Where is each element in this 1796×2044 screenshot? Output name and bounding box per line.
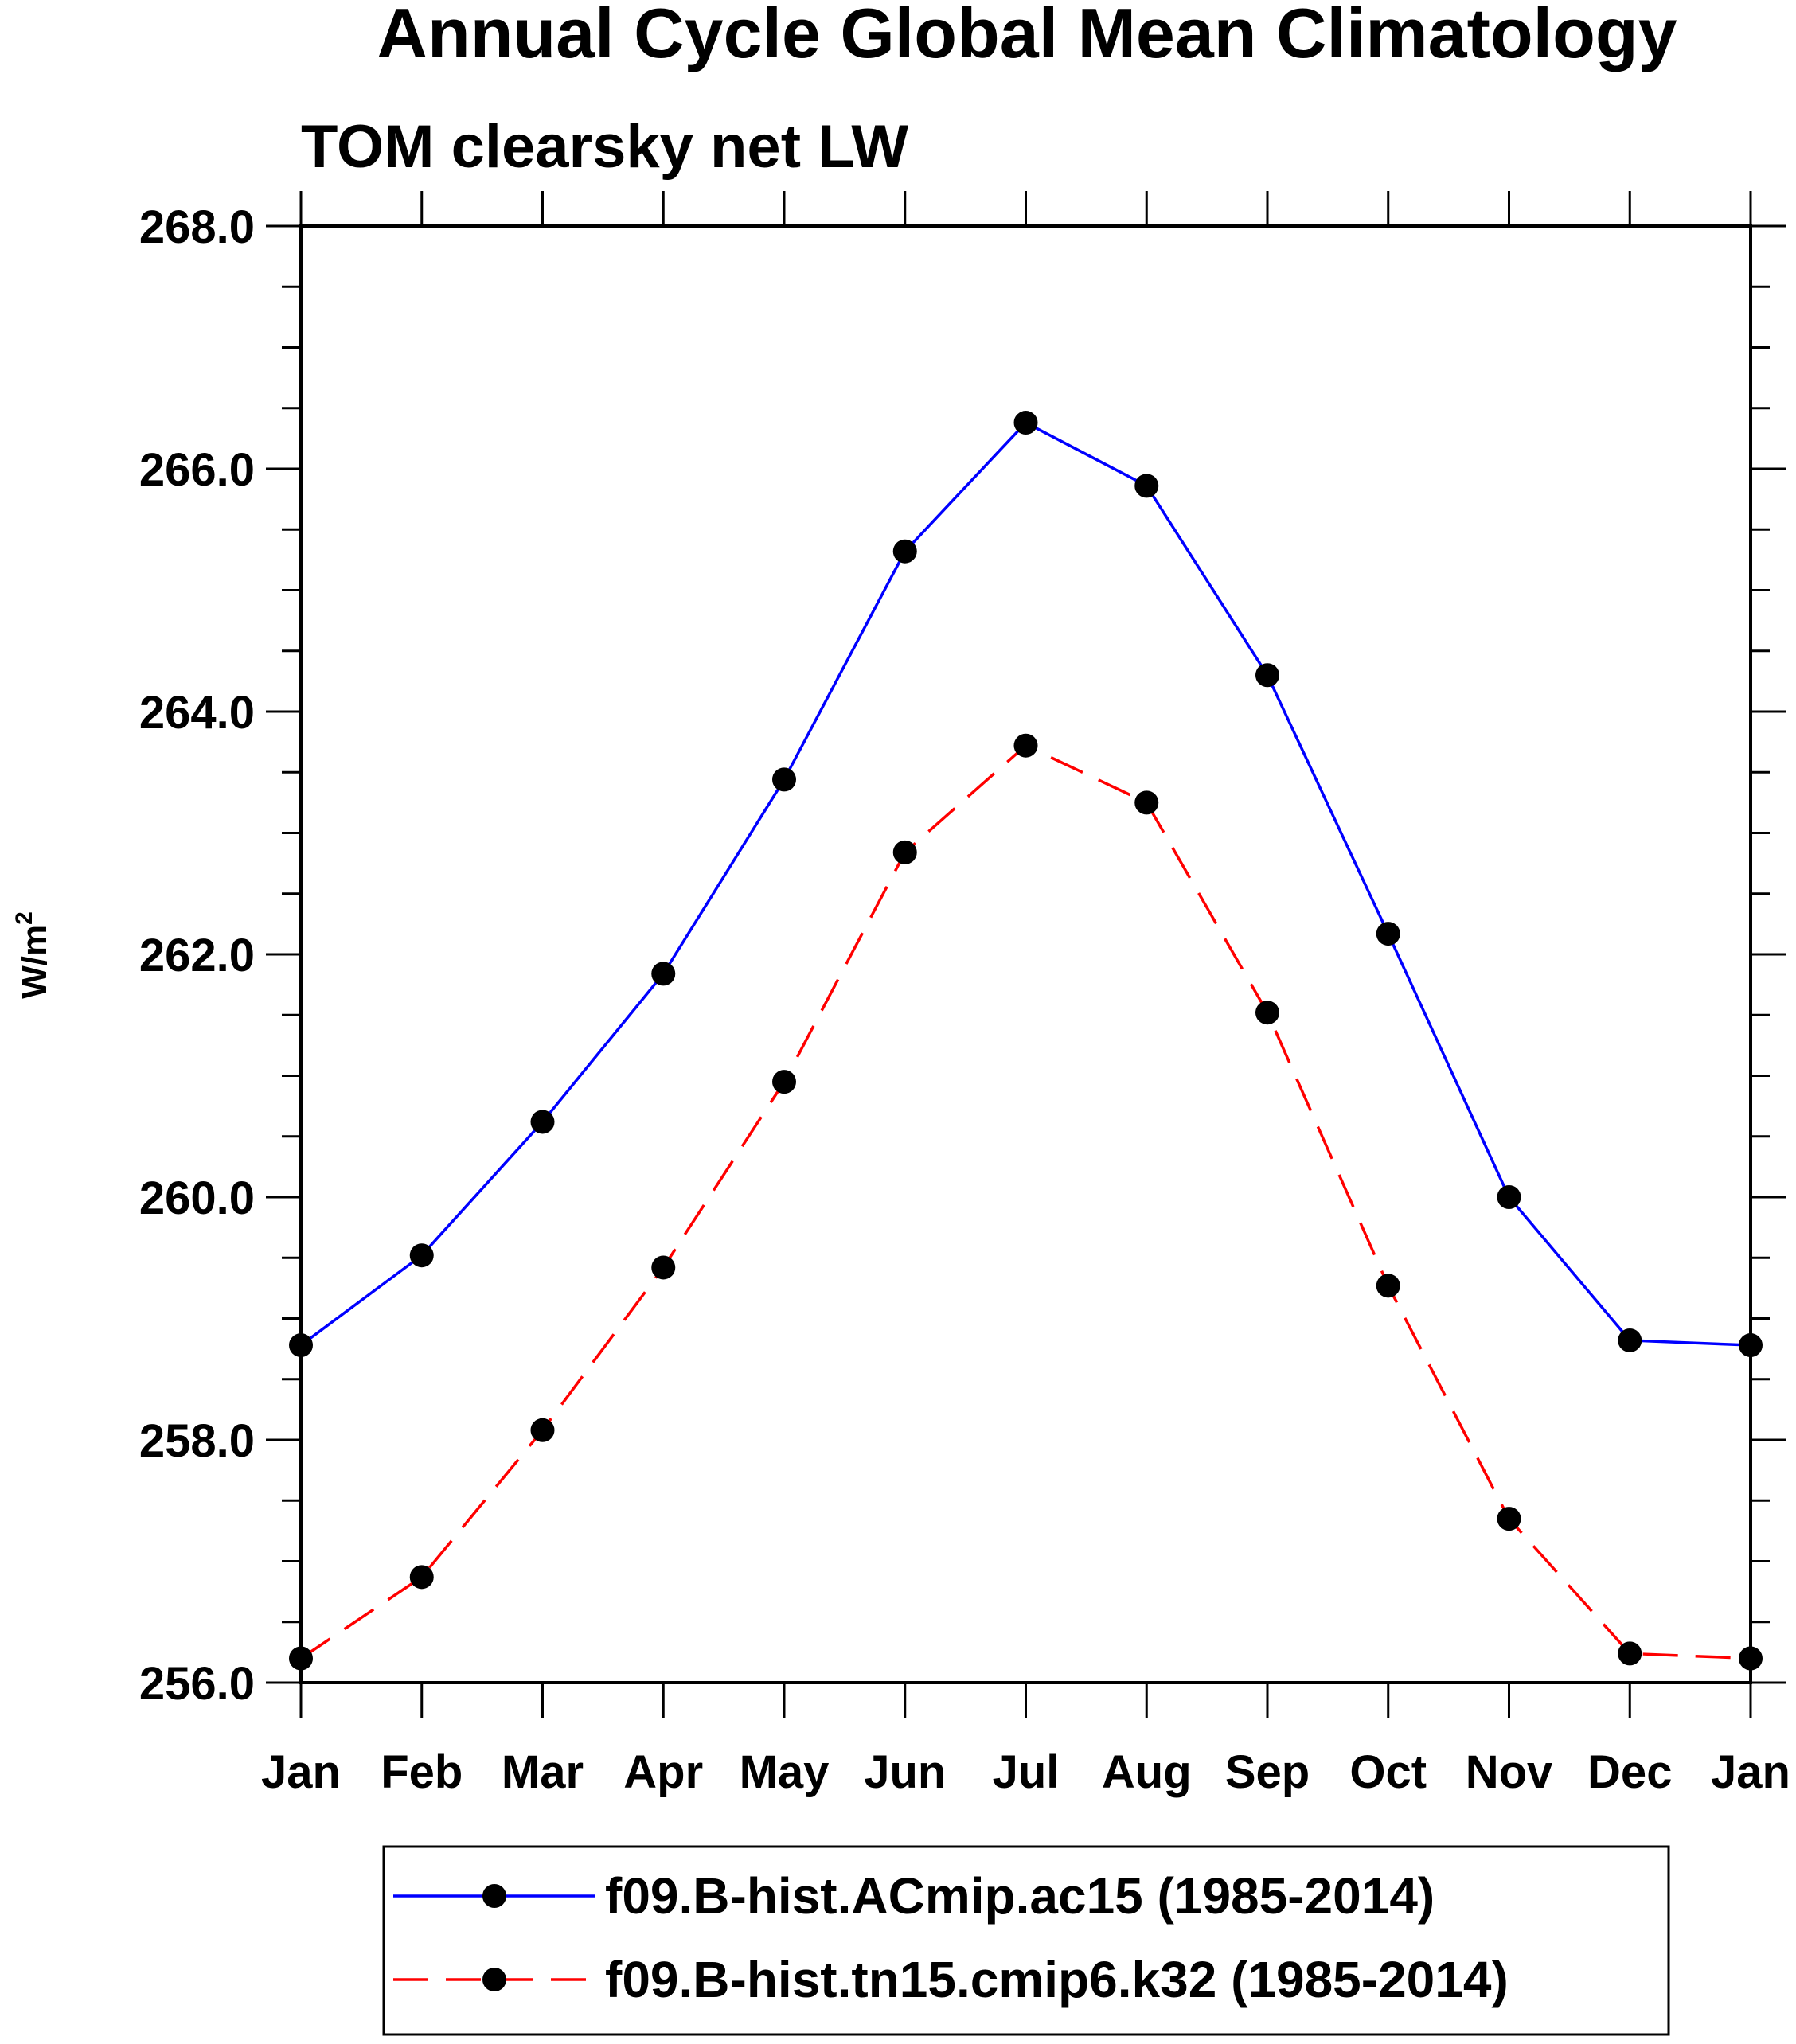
series-2-point (892, 840, 917, 864)
series-2-point (1739, 1646, 1763, 1671)
y-tick-label: 258.0 (139, 1415, 255, 1467)
series-2-point (1618, 1641, 1642, 1666)
series-2-point (289, 1646, 313, 1671)
series-1-point (289, 1333, 313, 1358)
x-tick-label: Apr (623, 1746, 703, 1798)
y-tick-label: 256.0 (139, 1658, 255, 1710)
series-2-point (1134, 790, 1159, 815)
series-1-point (1255, 663, 1279, 688)
legend: f09.B-hist.ACmip.ac15 (1985-2014) f09.B-h… (382, 1845, 1670, 2036)
x-tick-label: May (740, 1746, 830, 1798)
series-layer (289, 411, 1763, 1671)
x-tick-label: Dec (1587, 1746, 1672, 1798)
y-tick-label: 266.0 (139, 444, 255, 496)
series-2-point (1255, 1001, 1279, 1025)
y-axis-label: W/m2 (11, 911, 54, 999)
series-1-point (409, 1243, 434, 1268)
series-2-point (530, 1418, 555, 1442)
legend-marker-1 (482, 1884, 506, 1908)
legend-marker-2 (482, 1968, 506, 1991)
series-2-point (651, 1255, 676, 1280)
x-tick-label: Aug (1102, 1746, 1192, 1798)
y-tick-label: 262.0 (139, 930, 255, 981)
series-1-point (1134, 474, 1159, 498)
x-tick-label: Feb (381, 1746, 463, 1798)
y-tick-label: 268.0 (139, 201, 255, 253)
y-tick-label: 260.0 (139, 1172, 255, 1224)
series-2-point (1497, 1507, 1521, 1531)
series-line-1 (299, 420, 1751, 1347)
legend-box (382, 1845, 1670, 2036)
axis-ticks (266, 191, 1786, 1718)
series-1-point (1739, 1333, 1763, 1358)
series-2-point (772, 1070, 796, 1094)
x-tick-label: Sep (1225, 1746, 1310, 1798)
x-tick-label: Jul (993, 1746, 1060, 1798)
series-1-point (530, 1110, 555, 1134)
series-2-point (1013, 733, 1038, 758)
series-line-2 (300, 743, 1751, 1660)
x-tick-label: Jan (1711, 1746, 1790, 1798)
chart-title: Annual Cycle Global Mean Climatology (377, 0, 1677, 72)
legend-label-1: f09.B-hist.ACmip.ac15 (1985-2014) (605, 1867, 1435, 1925)
x-tick-label: Jan (261, 1746, 341, 1798)
series-1-point (1013, 411, 1038, 435)
series-1-point (651, 962, 676, 986)
x-tick-labels: Jan Feb Mar Apr May Jun Jul Aug Sep Oct Nov Dec Jan (261, 1746, 1790, 1798)
x-tick-label: Mar (502, 1746, 584, 1798)
y-tick-labels: 256.0 258.0 260.0 262.0 264.0 266.0 268.0 (139, 201, 255, 1710)
y-axis-label-base: W/m (15, 925, 54, 999)
series-1-point (1618, 1328, 1642, 1352)
legend-label-2: f09.B-hist.tn15.cmip6.k32 (1985-2014) (605, 1951, 1509, 2008)
series-1-point (772, 767, 796, 792)
chart-subtitle: TOM clearsky net LW (301, 113, 908, 181)
series-2-point (1376, 1274, 1400, 1298)
y-tick-label: 264.0 (139, 687, 255, 739)
series-1-point (892, 539, 917, 564)
series-1-point (1376, 922, 1400, 946)
x-tick-label: Oct (1349, 1746, 1427, 1798)
x-tick-label: Nov (1466, 1746, 1553, 1798)
y-axis-label-superscript: 2 (11, 911, 37, 925)
plot-frame (299, 224, 1752, 1684)
x-tick-label: Jun (864, 1746, 946, 1798)
series-1-point (1497, 1185, 1521, 1209)
series-2-point (409, 1565, 434, 1590)
